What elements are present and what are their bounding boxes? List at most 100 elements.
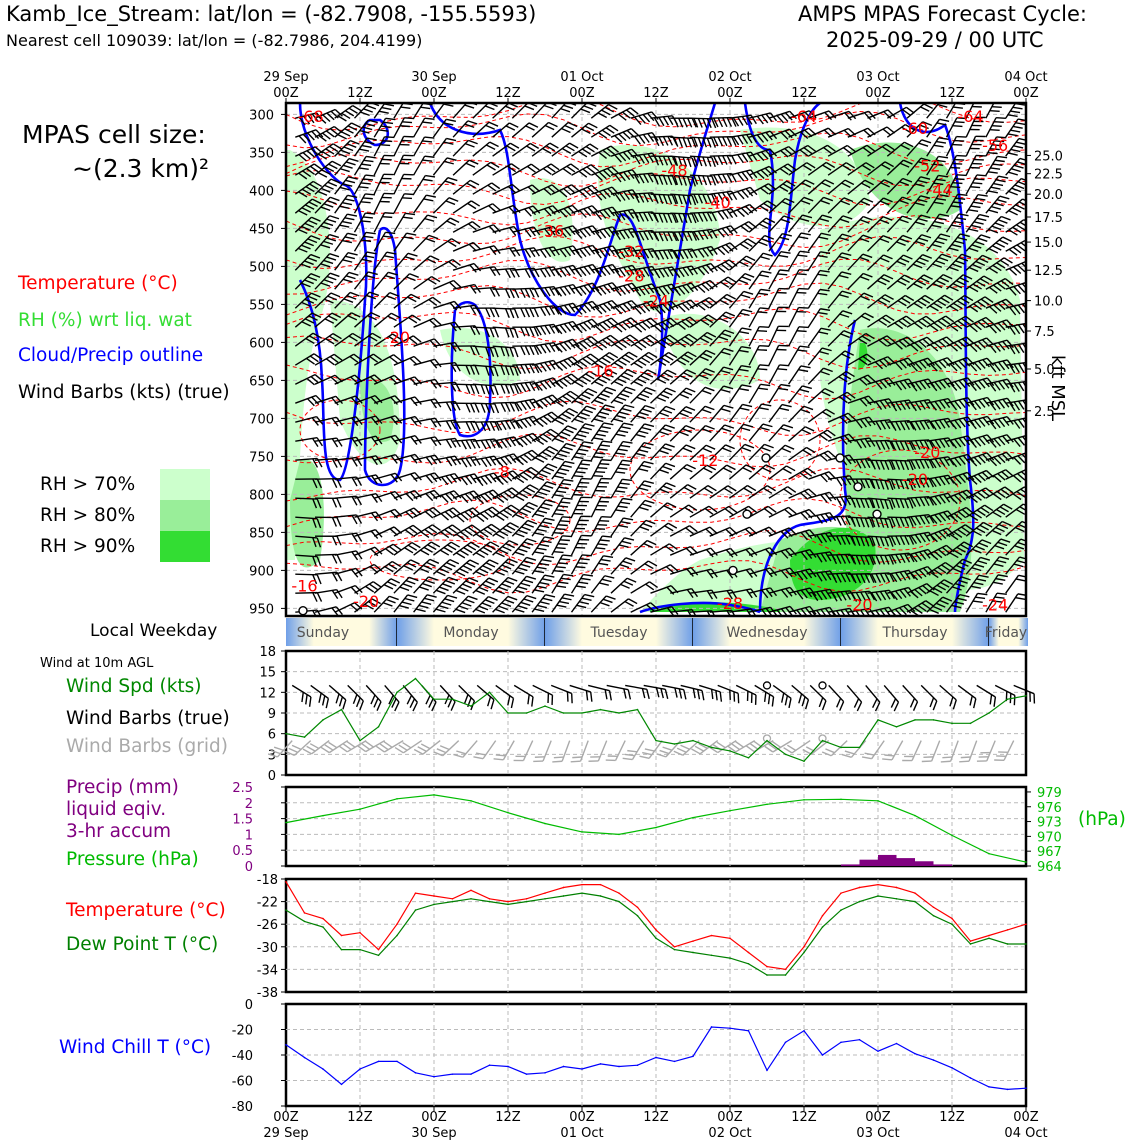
wind-speed-line-point: [969, 722, 972, 725]
profile-wind-barb-39: [314, 125, 343, 142]
profile-wind-barb-41: [353, 119, 378, 138]
profile-wind-barb-164: [531, 184, 560, 196]
kft-axis-label: kft MSL: [1047, 355, 1068, 422]
profile-wind-barb-20: [689, 117, 717, 129]
profile-wind-barb-633: [788, 405, 814, 423]
wind-chill-line-point: [470, 1073, 472, 1075]
profile-wind-barb-465: [472, 345, 499, 358]
profile-wind-barb-925: [551, 554, 573, 575]
profile-wind-barb-589: [669, 387, 696, 404]
profile-wind-barb-228: [294, 216, 321, 235]
wind-speed-line-point: [322, 719, 324, 721]
temperature-contour-18: [286, 560, 1026, 594]
forecast-cycle-label: AMPS MPAS Forecast Cycle:: [798, 2, 1087, 26]
profile-wind-barb-132: [650, 174, 677, 186]
pressure-tick-label: 450: [249, 222, 274, 237]
profile-wind-barb-177: [788, 179, 815, 195]
profile-wind-barb-768: [452, 490, 482, 504]
profile-wind-barb-970: [689, 589, 718, 600]
rh-shade-3: [530, 178, 573, 262]
profile-wind-barb-374: [926, 273, 953, 290]
profile-wind-barb-661: [590, 422, 614, 442]
surface-wind-barb-grid-12: [493, 740, 515, 761]
wind-chill-line-point: [1025, 1087, 1027, 1089]
surface-wind-barb-true-2: [328, 684, 347, 710]
profile-wind-barb-995: [432, 594, 458, 613]
profile-wind-barb-149: [985, 155, 1008, 176]
temperature-contour-label: -16: [291, 577, 317, 596]
profile-wind-barb-760: [295, 497, 322, 509]
wind-chill-line-point: [581, 1068, 583, 1070]
profile-wind-barb-956: [413, 576, 438, 594]
profile-wind-barb-309: [393, 252, 418, 271]
profile-wind-barb-929: [630, 560, 658, 575]
legend-temperature: Temperature (°C): [18, 273, 178, 294]
profile-wind-barb-830: [926, 510, 955, 524]
profile-wind-barb-680: [965, 434, 995, 448]
profile-wind-barb-730: [452, 473, 482, 486]
profile-wind-barb-212: [729, 203, 758, 218]
profile-wind-barb-804: [413, 507, 442, 519]
top-time-hour-label: 12Z: [643, 86, 669, 101]
profile-wind-barb-102: [807, 144, 836, 157]
profile-wind-barb-440: [728, 308, 753, 328]
profile-wind-barb-749: [827, 475, 856, 487]
profile-wind-barb-145: [906, 157, 931, 176]
profile-wind-barb-811: [551, 497, 573, 518]
profile-wind-barb-420: [334, 312, 361, 328]
profile-wind-barb-38: [295, 129, 324, 144]
temperature-line-point: [433, 895, 435, 897]
surface-wind-barb-true-23: [717, 684, 740, 704]
profile-wind-barb-515: [709, 347, 734, 366]
profile-wind-barb-779: [669, 484, 697, 499]
wind-speed-line-point: [729, 750, 731, 752]
profile-wind-barb-467: [512, 345, 540, 356]
profile-wind-barb-700: [610, 440, 633, 461]
top-time-hour-label: 00Z: [421, 86, 447, 101]
temperature-line-point: [618, 892, 620, 894]
profile-wind-barb-947: [985, 556, 1010, 575]
windchill-ytick-label: -60: [232, 1075, 253, 1090]
nearest-cell-subtitle: Nearest cell 109039: lat/lon = (-82.7986…: [6, 31, 423, 50]
profile-wind-barb-1007: [670, 608, 698, 616]
wind-chill-line-point: [988, 1086, 990, 1088]
temperature-line-point: [803, 946, 805, 948]
wind-chill-line-point: [544, 1072, 546, 1074]
profile-wind-barb-843: [433, 524, 461, 539]
wind-speed-line-point: [821, 739, 824, 742]
profile-wind-barb-197: [432, 197, 459, 214]
profile-wind-barb-362: [689, 279, 718, 294]
surface-wind-barb-true-35: [939, 684, 957, 710]
profile-wind-barb-116: [334, 157, 359, 176]
wind-speed-line-point: [914, 719, 916, 721]
profile-wind-barb-655: [472, 438, 501, 450]
profile-wind-barb-481: [787, 326, 809, 347]
top-time-hour-label: 00Z: [273, 86, 299, 101]
profile-wind-barb-502: [453, 364, 480, 375]
surface-wind-barb-true-3: [347, 684, 364, 711]
wind-chill-line-point: [655, 1056, 657, 1059]
profile-wind-barb-894: [689, 547, 718, 558]
temperature-line-point: [544, 892, 546, 894]
profile-wind-barb-877: [354, 546, 383, 557]
precip-bar: [915, 861, 934, 866]
profile-wind-barb-99: [748, 148, 778, 162]
profile-wind-barb-891: [630, 539, 657, 556]
profile-wind-barb-751: [867, 478, 894, 491]
profile-wind-barb-521: [827, 350, 855, 366]
profile-wind-barb-336: [926, 253, 952, 271]
profile-wind-barb-17: [630, 111, 659, 125]
profile-wind-barb-677: [906, 439, 935, 451]
wind-chill-line-point: [969, 1077, 972, 1079]
wind-speed-line-point: [895, 725, 898, 728]
profile-wind-barb-382: [334, 291, 360, 309]
profile-wind-barb-225: [985, 195, 1010, 214]
profile-wind-barb-451: [946, 315, 974, 332]
wind-speed-line-point: [414, 677, 417, 680]
profile-wind-barb-27: [827, 110, 857, 121]
profile-wind-barb-101: [788, 144, 817, 157]
pressure-line-point: [1025, 861, 1027, 863]
temperature-line-point: [525, 897, 528, 900]
cell-size-value: ~(2.3 km)²: [72, 154, 210, 183]
temperature-contour-label: -20: [846, 596, 872, 615]
